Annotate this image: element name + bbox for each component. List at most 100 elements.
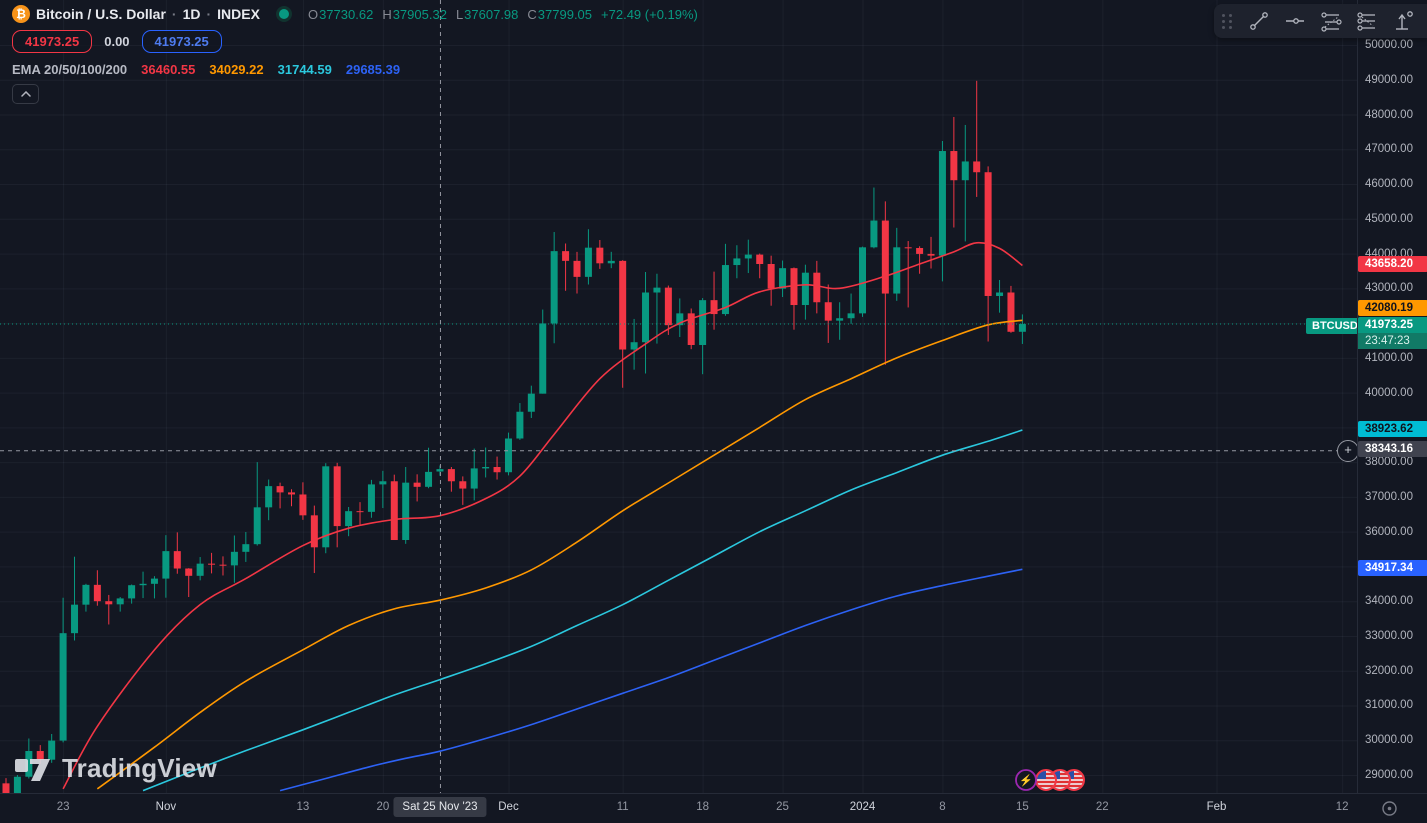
candle-body [322,466,330,548]
candle-body [847,313,855,319]
ohlc-readout: O37730.62 H37905.32 L37607.98 C37799.05 … [308,7,698,22]
candle-body [116,598,124,605]
time-axis-label: 13 [296,801,310,813]
svg-text:⚡: ⚡ [1019,774,1033,787]
candle-body [813,272,821,303]
price-axis-label: 29000.00 [1365,769,1413,781]
time-axis-label: 20 [376,801,390,813]
price-axis-label: 31000.00 [1365,699,1413,712]
close-value: 37799.05 [537,6,593,22]
price-axis-label: 34000.00 [1365,595,1413,608]
candle-body [916,248,924,254]
ema-legend[interactable]: EMA 20/50/100/200 36460.55 34029.22 31744.… [12,62,400,77]
spread-value: 0.00 [104,34,130,49]
ema-price-badge: 34917.34 [1358,560,1427,577]
time-axis[interactable]: 23 Nov 13 20 Dec 11 18 25 2024 8 15 22 Feb 12 Sat 25 N… [0,793,1427,823]
candle-body [859,247,866,314]
tool-horizontal-line-button[interactable] [1277,6,1313,36]
high-label: H [382,6,392,22]
candle-body [710,300,718,315]
candle-body [196,563,204,576]
candle-body [105,601,113,605]
price-axis-label: 36000.00 [1365,525,1413,538]
candle-body [733,258,741,266]
low-value: 37607.98 [464,6,519,22]
price-tag-low[interactable]: 41973.25 [12,30,93,53]
candle-body [927,253,935,256]
candle-body [25,751,33,777]
candle-body [425,471,433,487]
candle-body [653,287,661,293]
ema-value: 36460.55 [141,62,196,77]
time-axis-label: 8 [939,801,946,813]
price-axis[interactable]: 50000.00 49000.00 48000.00 47000.00 46000.00… [1357,0,1427,793]
candle-body [93,584,101,602]
tool-fib-channel-button[interactable] [1349,6,1385,36]
exchange-label[interactable]: INDEX [217,6,260,22]
us-flag-event-icon[interactable] [1035,769,1057,791]
lightning-event-icon[interactable]: ⚡ [1015,769,1037,791]
candle-body [619,260,627,350]
candle-body [276,486,284,493]
price-axis-label: 32000.00 [1365,664,1413,677]
candle-body [573,260,581,277]
close-label: C [527,6,537,22]
tool-trend-line-button[interactable] [1241,6,1277,36]
candle-body [379,481,387,485]
watermark-text: TradingView [62,752,217,783]
candle-body [482,467,490,469]
crosshair-date-badge: Sat 25 Nov '23 [393,797,487,817]
candle-body [596,247,604,264]
toolbar-drag-handle-icon[interactable] [1222,13,1233,29]
tool-fib-retracement-button[interactable] [1313,6,1349,36]
time-axis-label: 25 [776,801,789,813]
price-axis-label: 48000.00 [1365,108,1413,121]
ema-line-ema100 [142,429,1023,792]
candle-body [687,313,695,345]
price-tag-high[interactable]: 41973.25 [141,30,222,53]
candle-body [493,467,501,473]
candle-body [459,481,467,489]
symbol-header: ₿ Bitcoin / U.S. Dollar · 1D · INDEX O37… [12,5,698,23]
candle-body [345,511,353,527]
open-label: O [307,6,319,22]
time-axis-label: Feb [1206,801,1227,813]
time-axis-label: 23 [56,801,70,813]
time-axis-label: 15 [1015,801,1029,813]
time-axis-label: 2024 [849,801,876,813]
separator: · [206,6,212,22]
symbol-title[interactable]: Bitcoin / U.S. Dollar [36,6,166,22]
tool-vertical-arrow-button[interactable] [1385,6,1421,36]
time-axis-label: 22 [1095,801,1109,813]
price-axis-label: 41000.00 [1365,351,1413,364]
candle-body [767,264,775,289]
price-chart-canvas[interactable]: ⚡ [0,0,1357,793]
candle-body [790,268,798,306]
candle-body [779,268,787,289]
interval-label[interactable]: 1D [182,6,201,22]
candle-body [516,411,524,439]
candle-body [162,551,170,579]
candle-body [367,484,375,512]
candle-body [71,604,79,634]
price-axis-label: 33000.00 [1365,629,1413,642]
candle-body [539,323,547,394]
vertical-arrow-icon [1396,11,1413,30]
candle-body [1007,292,1015,332]
candle-body [48,740,56,760]
collapse-legend-button[interactable] [12,84,39,104]
market-status-icon[interactable] [275,6,292,22]
candle-body [607,260,615,264]
candle-body [699,300,707,345]
candle-body [402,482,410,541]
candle-body [2,783,10,793]
ema-price-badge: 43658.20 [1358,256,1427,273]
candle-body [904,247,912,249]
fib-channel-icon [1357,12,1375,31]
candle-body [310,515,318,548]
current-price-badge: 41973.25 23:47:23 [1358,317,1427,350]
candle-body [893,247,901,294]
axis-settings-icon[interactable] [1381,800,1398,822]
high-value: 37905.32 [392,6,447,22]
candle-body [664,287,672,326]
